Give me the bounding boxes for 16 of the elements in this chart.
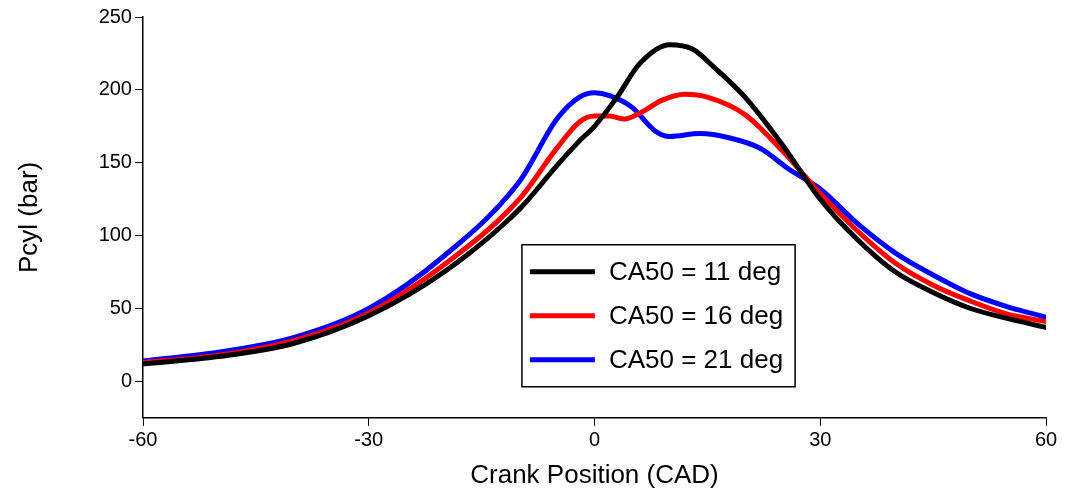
y-tick-label: 150 [98, 150, 132, 173]
legend-label: CA50 = 11 deg [608, 255, 782, 286]
y-tick-label: 100 [98, 223, 132, 246]
x-tick-label: 0 [588, 428, 601, 451]
y-axis-title: Pcyl (bar) [12, 161, 43, 274]
y-tick-label: 0 [120, 368, 132, 391]
x-tick-label: 60 [1034, 428, 1058, 451]
y-tick-label: 200 [98, 77, 132, 100]
x-tick-label: -30 [354, 428, 384, 451]
x-tick-label: 30 [809, 428, 832, 451]
y-tick-label: 250 [98, 4, 132, 27]
y-tick-label: 50 [109, 296, 132, 319]
x-tick-label: -60 [128, 428, 158, 451]
legend-label: CA50 = 16 deg [608, 299, 784, 330]
x-axis-title: Crank Position (CAD) [470, 458, 719, 489]
legend-label: CA50 = 21 deg [608, 343, 784, 374]
